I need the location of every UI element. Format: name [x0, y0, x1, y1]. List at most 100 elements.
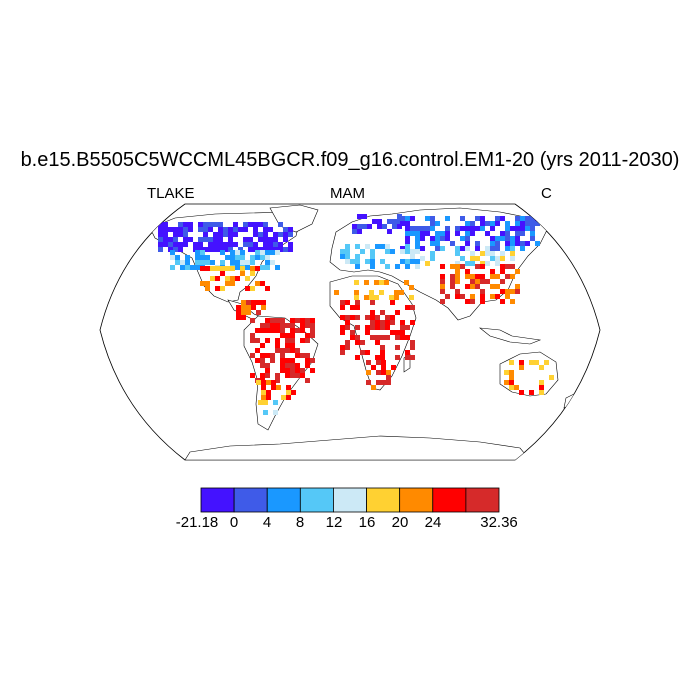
grid-cell [205, 266, 210, 271]
grid-cell [275, 338, 280, 343]
grid-cell [435, 236, 440, 241]
grid-cell [208, 227, 213, 232]
grid-cell [357, 214, 362, 219]
grid-cell [295, 348, 300, 353]
grid-cell [485, 261, 490, 266]
grid-cell [291, 390, 296, 395]
grid-cell [415, 244, 420, 249]
grid-cell [345, 300, 350, 305]
colorbar-box [465, 487, 500, 513]
colorbar-box [333, 487, 367, 513]
grid-cell [355, 335, 360, 340]
grid-cell [220, 271, 225, 276]
grid-cell [193, 247, 198, 252]
grid-cell [270, 358, 275, 363]
grid-cell [415, 249, 420, 254]
grid-cell [263, 410, 268, 415]
grid-cell [500, 269, 505, 274]
grid-cell [505, 294, 510, 299]
grid-cell [248, 247, 253, 252]
grid-cell [440, 274, 445, 279]
grid-cell [255, 250, 260, 255]
grid-cell [535, 241, 540, 246]
grid-cell [504, 370, 509, 375]
grid-cell [490, 251, 495, 256]
grid-cell [425, 216, 430, 221]
grid-cell [195, 250, 200, 255]
grid-cell [275, 373, 280, 378]
grid-cell [183, 232, 188, 237]
grid-cell [265, 363, 270, 368]
grid-cell [385, 244, 390, 249]
grid-cell [440, 289, 445, 294]
grid-cell [381, 360, 386, 365]
grid-cell [305, 363, 310, 368]
grid-cell [530, 216, 535, 221]
grid-cell [290, 338, 295, 343]
grid-cell [495, 294, 500, 299]
grid-cell [345, 259, 350, 264]
grid-cell [285, 333, 290, 338]
grid-cell [241, 315, 246, 320]
grid-cell [183, 242, 188, 247]
grid-cell [375, 315, 380, 320]
grid-cell [490, 294, 495, 299]
grid-cell [225, 276, 230, 281]
grid-cell [210, 260, 215, 265]
grid-cell [409, 295, 414, 300]
grid-cell [220, 286, 225, 291]
grid-cell [389, 295, 394, 300]
grid-cell [255, 348, 260, 353]
grid-cell [178, 247, 183, 252]
grid-cell [370, 315, 375, 320]
grid-cell [500, 256, 505, 261]
grid-cell [505, 241, 510, 246]
grid-cell [273, 400, 278, 405]
grid-cell [365, 315, 370, 320]
grid-cell [220, 266, 225, 271]
grid-cell [198, 247, 203, 252]
grid-cell [485, 221, 490, 226]
grid-cell [241, 305, 246, 310]
grid-cell [485, 231, 490, 236]
grid-cell [362, 214, 367, 219]
grid-cell [213, 222, 218, 227]
grid-cell [440, 236, 445, 241]
grid-cell [270, 318, 275, 323]
grid-cell [410, 305, 415, 310]
colorbar-tick-label: 24 [424, 514, 442, 531]
grid-cell [387, 229, 392, 234]
grid-cell [173, 227, 178, 232]
grid-cell [510, 289, 515, 294]
grid-cell [405, 249, 410, 254]
grid-cell [410, 355, 415, 360]
grid-cell [275, 323, 280, 328]
grid-cell [455, 274, 460, 279]
grid-cell [465, 241, 470, 246]
grid-cell [218, 247, 223, 252]
grid-cell [470, 221, 475, 226]
grid-cell [245, 286, 250, 291]
grid-cell [525, 216, 530, 221]
grid-cell [460, 216, 465, 221]
grid-cell [420, 256, 425, 261]
grid-cell [460, 294, 465, 299]
grid-cell [400, 249, 405, 254]
grid-cell [173, 232, 178, 237]
grid-cell [340, 315, 345, 320]
grid-cell [340, 254, 345, 259]
colorbar-tick-label: 20 [391, 514, 409, 531]
grid-cell [455, 294, 460, 299]
grid-cell [380, 259, 385, 264]
grid-cell [385, 249, 390, 254]
grid-cell [475, 279, 480, 284]
grid-cell [185, 255, 190, 260]
grid-cell [256, 300, 261, 305]
grid-cell [233, 227, 238, 232]
grid-cell [290, 368, 295, 373]
grid-cell [390, 320, 395, 325]
grid-cell [261, 380, 266, 385]
grid-cell [256, 380, 261, 385]
grid-cell [195, 255, 200, 260]
grid-cell [280, 323, 285, 328]
